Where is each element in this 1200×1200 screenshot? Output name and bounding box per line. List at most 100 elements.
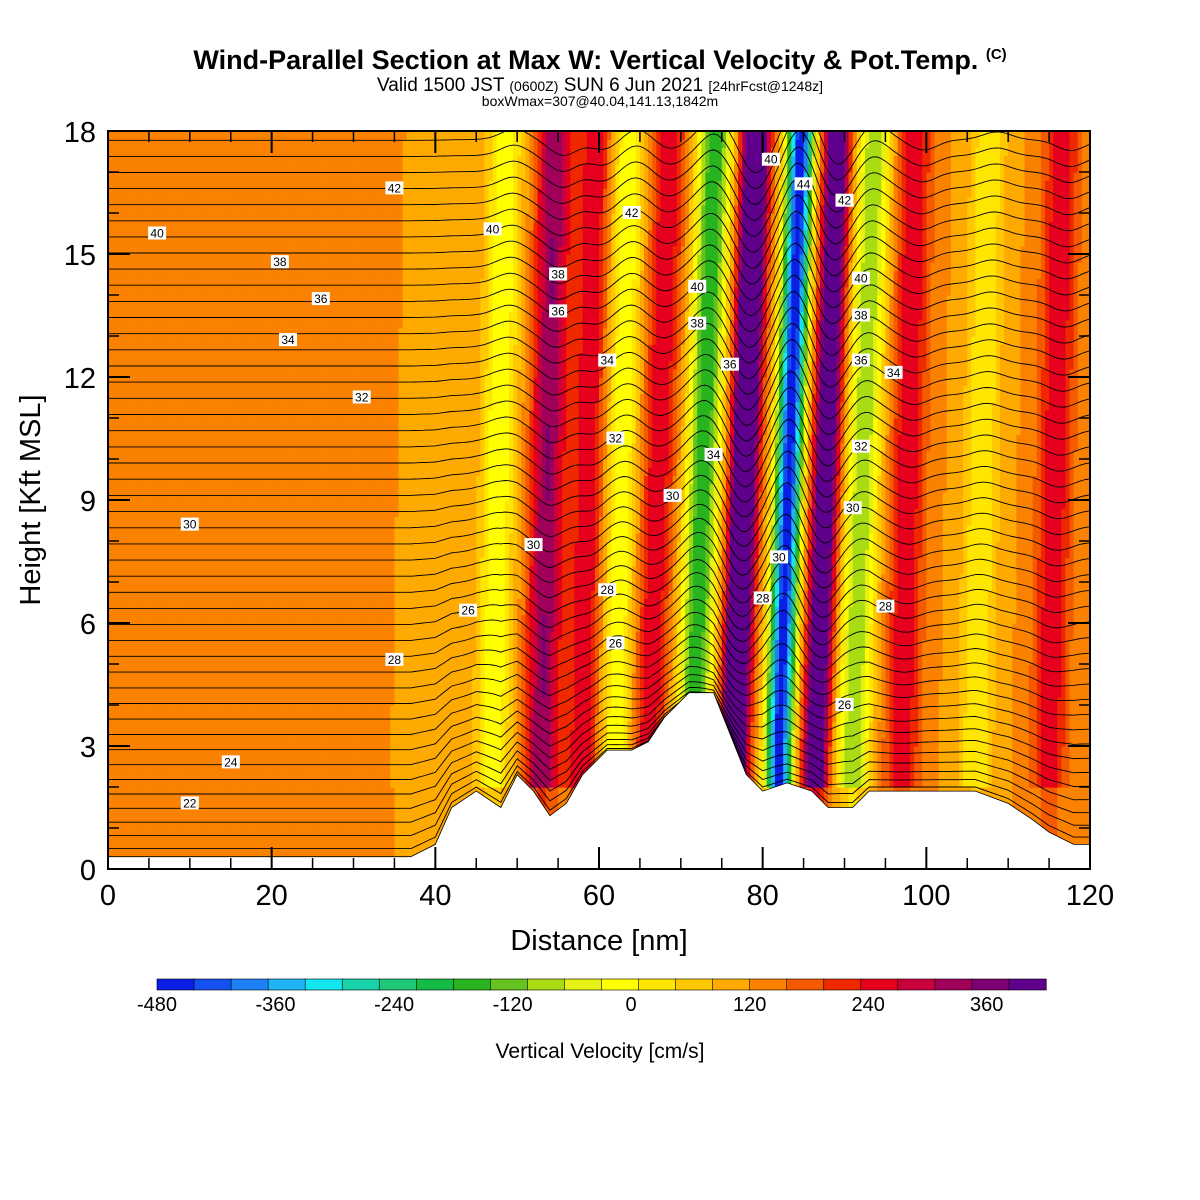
colorbar-tick-label: -480: [137, 994, 177, 1016]
theta-contour: [108, 226, 1090, 301]
colorbar-swatch: [193, 978, 232, 991]
theta-contour: [108, 466, 1090, 532]
theta-contour: [108, 624, 1090, 689]
colorbar-swatch: [601, 978, 640, 991]
theta-contour: [108, 646, 1090, 720]
contour-label: 34: [884, 365, 903, 380]
theta-contour: [108, 275, 1090, 348]
x-axis-label: Distance [nm]: [510, 925, 687, 957]
theta-contour: [108, 131, 1090, 206]
theta-contour: [108, 146, 1090, 222]
contour-label: 28: [753, 591, 772, 605]
theta-contour: [108, 162, 1090, 237]
colorbar-swatch: [1008, 978, 1047, 991]
colorbar-tick-label: 360: [970, 994, 1003, 1016]
colorbar-swatch: [267, 978, 306, 991]
contour-label: 38: [549, 267, 568, 282]
theta-contour: [108, 210, 1090, 285]
colorbar-swatch: [564, 978, 603, 991]
colorbar-swatch: [304, 978, 343, 991]
y-tick-label: 15: [64, 240, 96, 272]
contour-label: 44: [794, 177, 813, 191]
contour-label: 40: [148, 226, 167, 241]
theta-contour: [108, 291, 1090, 364]
theta-contour: [108, 691, 1090, 809]
theta-contours: [108, 131, 1090, 850]
contour-label: 32: [352, 390, 371, 405]
contour-label: 26: [606, 636, 625, 651]
contour-label: 30: [180, 517, 199, 532]
theta-contour: [108, 572, 1090, 632]
contour-label: 42: [385, 181, 404, 195]
theta-contour: [108, 611, 1090, 673]
theta-contour: [108, 681, 1090, 780]
contour-label: 38: [851, 308, 870, 323]
y-tick-label: 12: [64, 363, 96, 395]
theta-contour: [108, 419, 1090, 488]
contour-label: 30: [524, 538, 543, 552]
terrain: [107, 692, 1091, 870]
colorbar-swatch: [675, 978, 714, 991]
theta-contour: [108, 450, 1090, 518]
theta-contour: [108, 403, 1090, 473]
colorbar-swatch: [786, 978, 825, 991]
contour-label: 40: [483, 222, 502, 236]
theta-contour: [108, 338, 1090, 411]
contour-label: 30: [770, 550, 788, 564]
colorbar-swatch: [897, 978, 936, 991]
contour-label: 36: [851, 353, 870, 368]
contour-label: 34: [279, 333, 297, 347]
x-tick-label: 20: [256, 880, 288, 912]
colorbar-swatch: [415, 978, 454, 991]
theta-contour: [108, 585, 1090, 646]
theta-contour: [108, 482, 1090, 547]
x-tick-label: 60: [583, 880, 615, 912]
contour-label: 36: [311, 292, 330, 306]
colorbar-tick-label: 120: [733, 994, 766, 1016]
contour-label: 22: [180, 796, 199, 810]
theta-contour: [108, 599, 1090, 658]
colorbar-swatch: [934, 978, 973, 991]
contour-label: 32: [606, 431, 625, 446]
contour-label: 30: [663, 488, 682, 503]
colorbar: -480 -360 -240 -120 0 120 240 360: [137, 978, 1047, 1016]
valid-time-line: Valid 1500 JST (0600Z) SUN 6 Jun 2021 [2…: [0, 75, 1200, 97]
theta-contour: [108, 695, 1090, 837]
colorbar-tick-label: -240: [374, 994, 414, 1016]
theta-contour: [108, 545, 1090, 604]
x-tick-label: 100: [902, 880, 950, 912]
contour-label: 36: [549, 304, 568, 318]
colorbar-tick-label: -120: [493, 994, 533, 1016]
theta-contour: [108, 387, 1090, 458]
contour-label: 24: [221, 755, 240, 769]
box-max-info: boxWmax=307@40.04,141.13,1842m: [0, 93, 1200, 109]
contour-label: 32: [851, 439, 870, 454]
y-tick-label: 9: [80, 486, 96, 518]
colorbar-tick-label: -360: [255, 994, 295, 1016]
colorbar-label: Vertical Velocity [cm/s]: [496, 1040, 705, 1063]
colorbar-swatch: [971, 978, 1010, 991]
x-tick-label: 40: [419, 880, 451, 912]
contour-label: 30: [843, 501, 862, 515]
contour-label: 26: [459, 603, 478, 618]
theta-contour: [108, 354, 1090, 427]
theta-contour: [108, 434, 1090, 503]
contour-label: 26: [835, 698, 854, 712]
x-tick-label: 80: [747, 880, 779, 912]
y-tick-label: 6: [80, 609, 96, 641]
theta-contour: [108, 179, 1090, 253]
contour-label: 38: [270, 255, 289, 269]
theta-contour: [108, 194, 1090, 269]
colorbar-swatch: [378, 978, 417, 991]
y-axis-label: Height [Kft MSL]: [15, 394, 47, 605]
colorbar-swatch: [230, 978, 269, 991]
contour-labels: 22 24 26 26 26 28 28 28 28 30 30 30 30 30 32 32 32 34 34 34…: [148, 152, 903, 810]
theta-contour: [108, 666, 1090, 751]
colorbar-swatch: [341, 978, 380, 991]
contour-label: 40: [688, 279, 707, 294]
copyright-mark: (C): [986, 46, 1007, 63]
x-tick-label: 120: [1066, 880, 1114, 912]
theta-contour: [108, 674, 1090, 766]
chart-title: Wind-Parallel Section at Max W: Vertical…: [0, 45, 1200, 76]
contour-label: 40: [761, 152, 780, 167]
